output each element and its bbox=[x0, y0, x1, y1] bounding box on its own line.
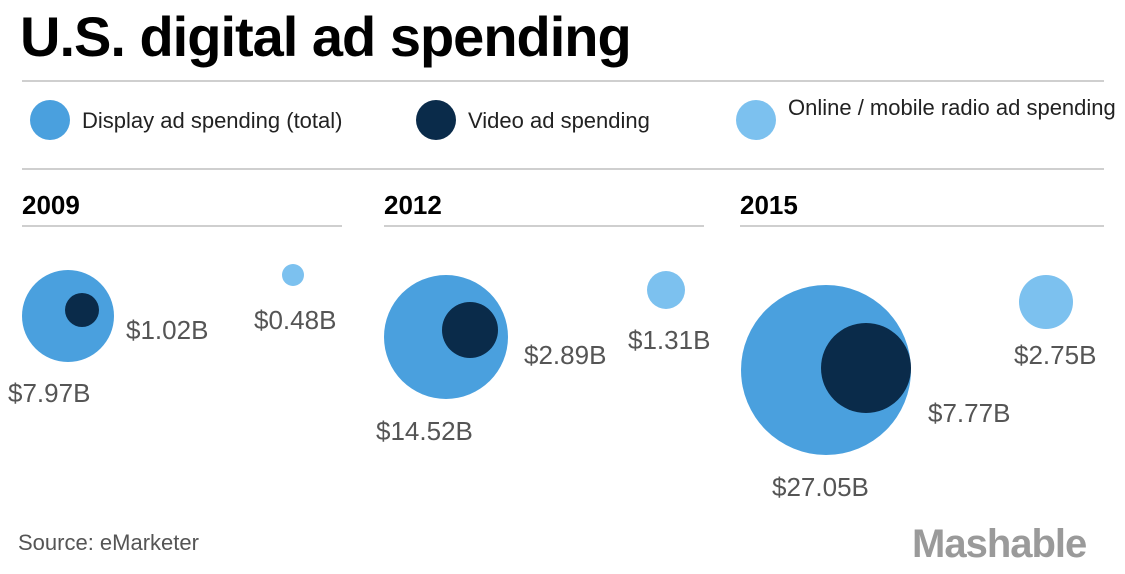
bubble-2009-radio bbox=[282, 264, 304, 286]
bubble-2015-video bbox=[821, 323, 911, 413]
legend-swatch-display bbox=[30, 100, 70, 140]
year-label-2012: 2012 bbox=[384, 190, 442, 221]
bubble-2012-video bbox=[442, 302, 498, 358]
value-2012-video: $2.89B bbox=[524, 340, 606, 371]
year-label-2015: 2015 bbox=[740, 190, 798, 221]
source-label: Source: eMarketer bbox=[18, 530, 199, 556]
value-2012-radio: $1.31B bbox=[628, 325, 710, 356]
legend-swatch-video bbox=[416, 100, 456, 140]
year-label-2009: 2009 bbox=[22, 190, 80, 221]
bubble-2015-radio bbox=[1019, 275, 1073, 329]
brand-logo: Mashable bbox=[912, 522, 1086, 567]
infographic-canvas: U.S. digital ad spending Display ad spen… bbox=[0, 0, 1125, 574]
legend-label-video: Video ad spending bbox=[468, 108, 650, 134]
value-2009-video: $1.02B bbox=[126, 315, 208, 346]
bubble-2012-radio bbox=[647, 271, 685, 309]
value-2009-display: $7.97B bbox=[8, 378, 90, 409]
value-2012-display: $14.52B bbox=[376, 416, 473, 447]
value-2009-radio: $0.48B bbox=[254, 305, 336, 336]
value-2015-display: $27.05B bbox=[772, 472, 869, 503]
year-rule-2015 bbox=[740, 225, 1104, 227]
value-2015-video: $7.77B bbox=[928, 398, 1010, 429]
year-rule-2009 bbox=[22, 225, 342, 227]
bubble-2009-video bbox=[65, 293, 99, 327]
legend-rule-bottom bbox=[22, 168, 1104, 170]
page-title: U.S. digital ad spending bbox=[20, 4, 631, 69]
legend-label-radio: Online / mobile radio ad spending bbox=[788, 96, 1116, 120]
legend-rule-top bbox=[22, 80, 1104, 82]
legend-label-display: Display ad spending (total) bbox=[82, 108, 342, 134]
legend-swatch-radio bbox=[736, 100, 776, 140]
year-rule-2012 bbox=[384, 225, 704, 227]
value-2015-radio: $2.75B bbox=[1014, 340, 1096, 371]
